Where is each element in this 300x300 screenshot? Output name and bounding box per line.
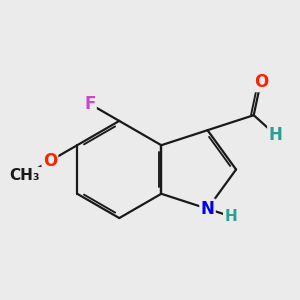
Text: O: O xyxy=(254,73,268,91)
Text: H: H xyxy=(268,126,282,144)
Text: O: O xyxy=(43,152,57,170)
Text: F: F xyxy=(84,95,95,113)
Text: N: N xyxy=(201,200,214,218)
Text: H: H xyxy=(224,209,237,224)
Text: CH₃: CH₃ xyxy=(9,168,40,183)
